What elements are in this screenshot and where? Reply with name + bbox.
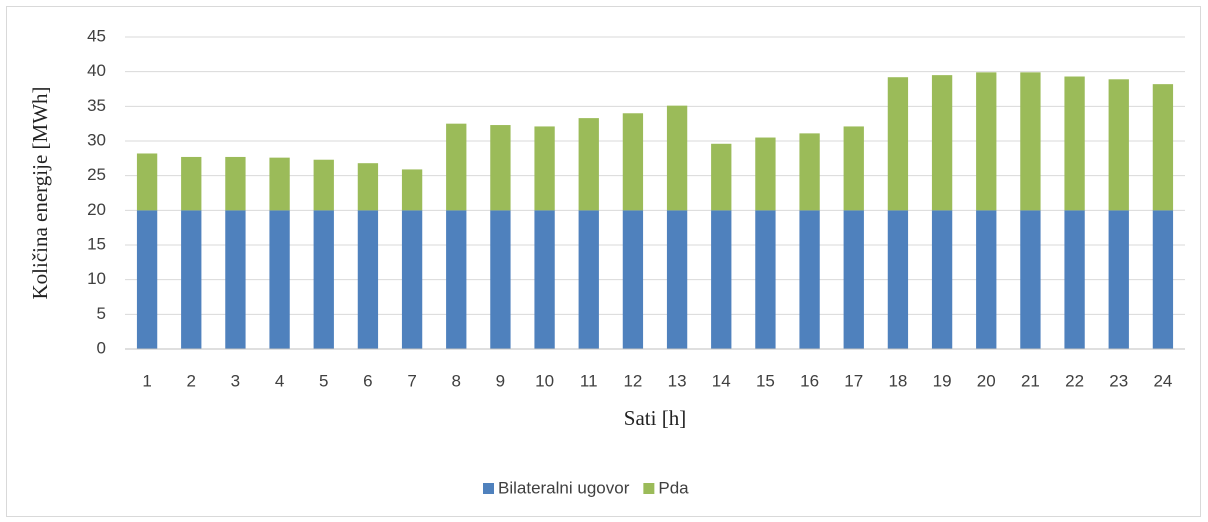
x-tick-label: 17: [844, 371, 863, 390]
bar-segment: [1020, 72, 1041, 211]
bar-segment: [976, 72, 997, 211]
bar-segment: [313, 210, 334, 349]
bar-segment: [1064, 76, 1085, 211]
bar-segment: [401, 210, 423, 349]
legend-swatch: [483, 483, 494, 494]
bar-segment: [931, 75, 953, 211]
y-axis-title: Količina energije [MWh]: [28, 86, 52, 299]
x-tick-label: 9: [496, 371, 505, 390]
x-tick-label: 18: [888, 371, 907, 390]
bar-segment: [578, 210, 599, 349]
bar-segment: [887, 77, 909, 211]
y-tick-label: 25: [87, 165, 106, 184]
y-tick-label: 20: [87, 200, 106, 219]
bar-segment: [357, 163, 379, 211]
bar-segment: [490, 125, 511, 211]
bar-segment: [1108, 79, 1129, 211]
x-tick-label: 21: [1021, 371, 1040, 390]
bar-segment: [931, 210, 953, 349]
bar-segment: [136, 153, 158, 211]
x-axis-title: Sati [h]: [624, 406, 686, 430]
y-tick-label: 10: [87, 269, 106, 288]
bar-segment: [755, 210, 776, 349]
bar-segment: [446, 210, 467, 349]
bar-segment: [666, 105, 688, 211]
bar-segment: [401, 169, 423, 211]
bar-segment: [1064, 210, 1085, 349]
bar-segment: [534, 210, 555, 349]
y-tick-label: 40: [87, 61, 106, 80]
x-tick-label: 22: [1065, 371, 1084, 390]
x-tick-label: 3: [231, 371, 240, 390]
legend-swatch: [643, 483, 655, 494]
bar-segment: [711, 210, 732, 349]
x-tick-label: 23: [1109, 371, 1128, 390]
x-tick-label: 1: [142, 371, 151, 390]
y-tick-label: 0: [97, 338, 106, 357]
bar-segment: [976, 210, 997, 349]
legend-label: Pda: [658, 478, 689, 497]
x-tick-label: 14: [712, 371, 731, 390]
x-tick-label: 24: [1153, 371, 1172, 390]
x-tick-label: 4: [275, 371, 284, 390]
bar-segment: [578, 118, 599, 211]
x-tick-label: 11: [580, 371, 598, 390]
bar-segment: [799, 210, 820, 349]
bar-segment: [666, 210, 688, 349]
bar-segment: [181, 156, 202, 211]
bar-segment: [534, 126, 555, 211]
bar-segment: [1108, 210, 1129, 349]
x-tick-label: 5: [319, 371, 328, 390]
chart-border: [6, 6, 1201, 517]
bar-segment: [622, 113, 644, 211]
bar-segment: [843, 126, 864, 211]
bar-segment: [622, 210, 644, 349]
x-tick-label: 16: [800, 371, 819, 390]
y-tick-label: 45: [87, 26, 106, 45]
bar-segment: [269, 210, 290, 349]
bar-segment: [1152, 210, 1174, 349]
bar-segment: [887, 210, 909, 349]
x-tick-label: 12: [623, 371, 642, 390]
x-tick-label: 2: [187, 371, 196, 390]
bar-segment: [446, 123, 467, 211]
x-tick-label: 6: [363, 371, 372, 390]
bar-segment: [799, 133, 820, 211]
bar-segment: [755, 137, 776, 211]
bar-segment: [711, 143, 732, 211]
x-tick-label: 10: [535, 371, 554, 390]
bar-segment: [843, 210, 864, 349]
bar-segment: [225, 156, 246, 211]
legend-label: Bilateralni ugovor: [498, 478, 630, 497]
x-tick-label: 20: [977, 371, 996, 390]
bar-segment: [1152, 84, 1174, 211]
bar-segment: [357, 210, 379, 349]
bar-segment: [136, 210, 158, 349]
x-tick-label: 19: [933, 371, 952, 390]
x-tick-label: 8: [452, 371, 461, 390]
y-tick-label: 30: [87, 130, 106, 149]
bar-segment: [490, 210, 511, 349]
bar-segment: [1020, 210, 1041, 349]
bar-segment: [269, 157, 290, 211]
bar-segment: [181, 210, 202, 349]
y-tick-label: 5: [97, 304, 106, 323]
x-tick-label: 7: [407, 371, 416, 390]
x-tick-label: 13: [668, 371, 687, 390]
bar-segment: [313, 159, 334, 211]
bar-segment: [225, 210, 246, 349]
y-tick-label: 35: [87, 96, 106, 115]
y-tick-label: 15: [87, 234, 106, 253]
x-tick-label: 15: [756, 371, 775, 390]
